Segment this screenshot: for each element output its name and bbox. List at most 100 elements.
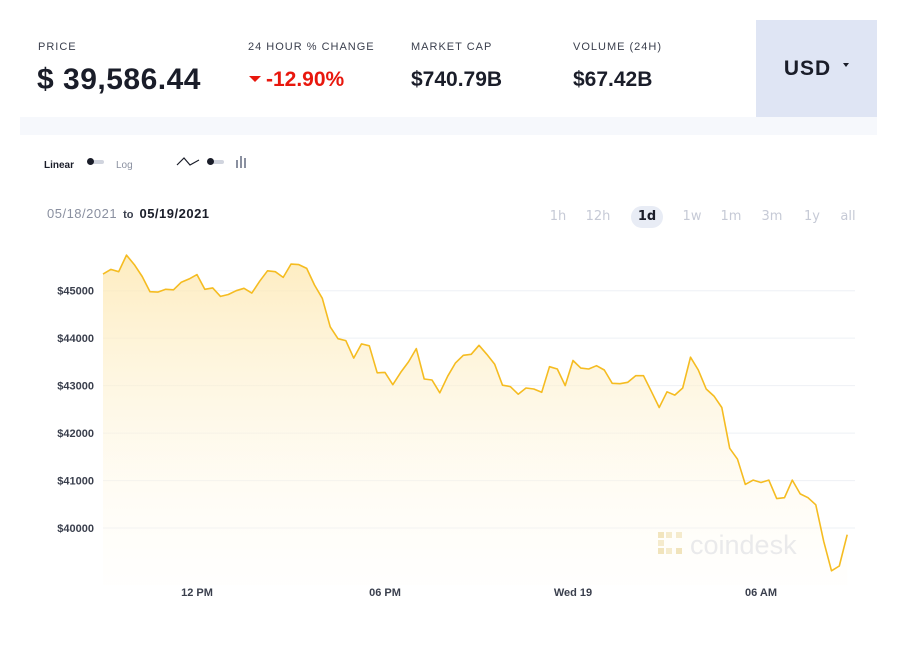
scale-linear-label[interactable]: Linear [44, 160, 75, 171]
data-point [493, 363, 496, 366]
data-point [384, 371, 387, 374]
data-point [579, 367, 582, 370]
data-point [525, 387, 528, 390]
data-point [767, 479, 770, 482]
period-3m[interactable]: 3m [761, 209, 783, 224]
data-point [164, 288, 167, 291]
price-chart[interactable]: $40000 $41000 $42000 $43000 $44000 $45000 12 … [0, 240, 897, 612]
data-point [744, 483, 747, 486]
data-point [227, 293, 230, 296]
data-point [337, 337, 340, 340]
data-point [666, 390, 669, 393]
market-cap-value: $740.79B [411, 68, 503, 91]
data-point [391, 383, 394, 386]
data-point [321, 297, 324, 300]
data-point [634, 374, 637, 377]
price-line [102, 254, 848, 572]
volume-label: VOLUME (24H) [573, 41, 663, 53]
data-point [258, 280, 261, 283]
period-1d[interactable]: 1d [631, 206, 663, 228]
data-point [650, 390, 653, 393]
x-tick-label: 12 PM [181, 587, 213, 599]
data-point [626, 381, 629, 384]
period-all[interactable]: all [840, 209, 856, 224]
data-point [172, 288, 175, 291]
data-point [587, 368, 590, 371]
date-range: 05/18/2021 to 05/19/2021 [47, 206, 210, 221]
data-point [188, 277, 191, 280]
data-point [376, 371, 379, 374]
data-point [822, 540, 825, 543]
volume-value: $67.42B [573, 68, 653, 91]
y-tick-label: $43000 [57, 381, 94, 393]
period-1y[interactable]: 1y [804, 209, 820, 224]
data-point [736, 458, 739, 461]
y-tick-label: $42000 [57, 428, 94, 440]
data-point [250, 292, 253, 295]
data-point [117, 270, 120, 273]
data-point [540, 391, 543, 394]
data-point [407, 360, 410, 363]
y-tick-label: $45000 [57, 286, 94, 298]
date-to-word: to [123, 209, 134, 221]
data-point [783, 496, 786, 499]
x-tick-label: Wed 19 [554, 587, 592, 599]
data-point [713, 395, 716, 398]
data-point [752, 479, 755, 482]
data-point [352, 357, 355, 360]
x-tick-label: 06 PM [369, 587, 401, 599]
price-label: PRICE [38, 41, 77, 53]
change-value-wrap: -12.90% [249, 68, 344, 92]
scale-log-label[interactable]: Log [116, 160, 133, 171]
data-point [274, 270, 277, 273]
data-point [454, 361, 457, 364]
data-point [799, 492, 802, 495]
data-point [344, 339, 347, 342]
data-point [595, 364, 598, 367]
y-axis: $40000 $41000 $42000 $43000 $44000 $45000 [57, 286, 94, 535]
market-cap-label: MARKET CAP [411, 41, 493, 53]
data-point [438, 391, 441, 394]
currency-dropdown[interactable]: USD [756, 20, 877, 117]
data-point [814, 503, 817, 506]
bar-chart-icon[interactable] [235, 155, 249, 169]
data-point [399, 371, 402, 374]
chart-type-toggle[interactable] [207, 158, 224, 165]
change-label: 24 HOUR % CHANGE [248, 41, 375, 53]
data-point [368, 344, 371, 347]
change-value: -12.90% [266, 68, 345, 91]
data-point [478, 344, 481, 347]
period-1m[interactable]: 1m [720, 209, 742, 224]
data-point [102, 273, 105, 276]
data-point [196, 273, 199, 276]
date-from[interactable]: 05/18/2021 [47, 206, 118, 221]
data-point [203, 288, 206, 291]
currency-label: USD [783, 56, 832, 80]
data-point [673, 394, 676, 397]
data-point [697, 369, 700, 372]
period-1h[interactable]: 1h [549, 209, 567, 224]
data-point [180, 281, 183, 284]
period-1w[interactable]: 1w [682, 209, 702, 224]
price-value: $ 39,586.44 [37, 63, 201, 96]
scale-toggle[interactable] [87, 158, 104, 165]
data-point [838, 565, 841, 568]
data-point [705, 388, 708, 391]
date-to[interactable]: 05/19/2021 [139, 206, 210, 221]
data-point [846, 533, 849, 536]
x-axis: 12 PM 06 PM Wed 19 06 AM [181, 587, 777, 599]
data-point [775, 497, 778, 500]
data-point [658, 406, 661, 409]
data-point [720, 406, 723, 409]
data-point [297, 263, 300, 266]
data-point [556, 368, 559, 371]
data-point [509, 385, 512, 388]
data-point [156, 291, 159, 294]
period-12h[interactable]: 12h [585, 209, 611, 224]
data-point [532, 388, 535, 391]
data-point [572, 359, 575, 362]
line-chart-icon[interactable] [176, 155, 200, 169]
data-point [235, 289, 238, 292]
y-tick-label: $41000 [57, 476, 94, 488]
data-point [329, 325, 332, 328]
